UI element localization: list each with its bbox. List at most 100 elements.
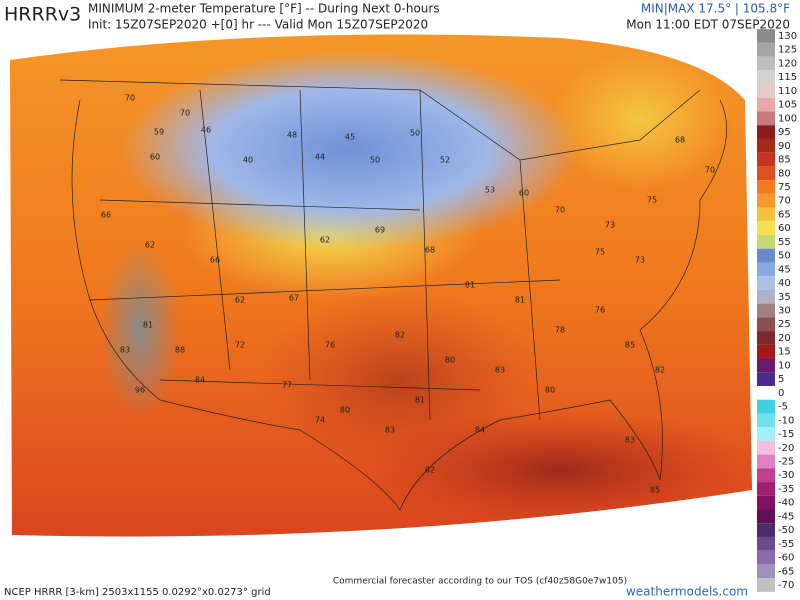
min-max: MIN|MAX 17.5° | 105.8°F	[641, 2, 790, 16]
station-value: 74	[315, 416, 325, 425]
site[interactable]: weathermodels.com	[626, 585, 748, 599]
station-value: 68	[675, 136, 685, 145]
station-value: 80	[545, 386, 555, 395]
colorbar-label: -40	[778, 498, 794, 509]
colorbar-swatch	[757, 454, 775, 469]
colorbar-label: 55	[778, 237, 791, 248]
colorbar-swatch	[757, 578, 775, 592]
colorbar-swatch	[757, 221, 775, 236]
station-value: 62	[145, 241, 155, 250]
colorbar-label: 25	[778, 319, 791, 330]
station-value: 70	[180, 109, 190, 118]
station-value: 82	[655, 366, 665, 375]
colorbar-label: -65	[778, 566, 794, 577]
colorbar-swatch	[757, 29, 775, 43]
colorbar-swatch	[757, 536, 775, 551]
colorbar-swatch	[757, 276, 775, 290]
colorbar-swatch	[757, 166, 775, 181]
colorbar-label: 90	[778, 141, 791, 152]
station-value: 50	[370, 156, 380, 165]
colorbar-swatch	[757, 56, 775, 71]
station-value: 77	[282, 381, 292, 390]
colorbar-label: -10	[778, 415, 794, 426]
colorbar-label: -30	[778, 470, 794, 481]
station-value: 78	[555, 326, 565, 335]
station-value: 75	[647, 196, 657, 205]
station-value: 50	[410, 129, 420, 138]
station-value: 67	[289, 294, 299, 303]
colorbar-label: 80	[778, 168, 791, 179]
station-value: 80	[340, 406, 350, 415]
colorbar-label: -15	[778, 429, 794, 440]
colorbar-label: 5	[778, 374, 784, 385]
station-value: 76	[595, 306, 605, 315]
colorbar-label: 50	[778, 251, 791, 262]
colorbar-swatch	[757, 564, 775, 579]
colorbar-swatch	[757, 468, 775, 483]
colorbar-swatch	[757, 331, 775, 345]
station-value: 66	[101, 211, 111, 220]
station-value: 60	[519, 189, 529, 198]
colorbar-swatch	[757, 385, 775, 400]
colorbar-swatch	[757, 235, 775, 249]
colorbar-swatch	[757, 550, 775, 565]
station-value: 82	[425, 466, 435, 475]
station-value: 73	[605, 221, 615, 230]
station-value: 84	[475, 426, 485, 435]
colorbar-label: 10	[778, 360, 791, 371]
colorbar-swatch	[757, 372, 775, 386]
colorbar-swatch	[757, 70, 775, 85]
station-value: 70	[125, 94, 135, 103]
station-value: 81	[415, 396, 425, 405]
colorbar-label: 60	[778, 223, 791, 234]
colorbar-label: 30	[778, 306, 791, 317]
station-value: 44	[315, 153, 325, 162]
colorbar-label: -25	[778, 456, 794, 467]
colorbar-swatch	[757, 358, 775, 373]
colorbar-swatch	[757, 125, 775, 139]
station-value: 96	[135, 386, 145, 395]
temperature-field	[10, 34, 752, 537]
colorbar-label: 75	[778, 182, 791, 193]
colorbar-swatch	[757, 344, 775, 359]
station-value: 69	[375, 226, 385, 235]
station-value: 48	[287, 131, 297, 140]
station-value: 75	[595, 248, 605, 257]
station-value: 72	[235, 341, 245, 350]
colorbar-label: 0	[778, 388, 784, 399]
colorbar-label: 45	[778, 264, 791, 275]
colorbar-swatch	[757, 509, 775, 524]
colorbar-label: 15	[778, 347, 791, 358]
colorbar-label: 110	[778, 86, 797, 97]
borders	[59, 79, 727, 511]
colorbar-label: 100	[778, 113, 797, 124]
colorbar-swatch	[757, 427, 775, 441]
colorbar-swatch	[757, 152, 775, 167]
terms: Commercial forecaster according to our T…	[333, 577, 627, 587]
station-value: 81	[143, 321, 153, 330]
station-value: 83	[120, 346, 130, 355]
colorbar-swatch	[757, 482, 775, 496]
colorbar-label: -5	[778, 402, 788, 413]
init-time: Init: 15Z07SEP2020 +[0] hr --- Valid Mon…	[88, 18, 428, 32]
colorbar-swatch	[757, 193, 775, 208]
station-value: 70	[705, 166, 715, 175]
station-value: 52	[440, 156, 450, 165]
station-value: 59	[154, 128, 164, 137]
grid-info: NCEP HRRR [3-km] 2503x1155 0.0292°x0.027…	[4, 587, 271, 598]
colorbar-label: -35	[778, 484, 794, 495]
station-values: 70 59 70 60 46 40 48 44 45 50 50 52 53 60 70 73 75 73 75 68…	[101, 94, 715, 495]
station-value: 84	[195, 376, 205, 385]
colorbar-swatch	[757, 180, 775, 194]
colorbar-swatch	[757, 523, 775, 537]
colorbar-label: -50	[778, 525, 794, 536]
colorbar-label: -70	[778, 580, 794, 591]
station-value: 70	[555, 206, 565, 215]
colorbar-swatch	[757, 289, 775, 304]
station-value: 82	[395, 331, 405, 340]
station-value: 76	[325, 341, 335, 350]
colorbar-swatch	[757, 42, 775, 57]
station-value: 83	[385, 426, 395, 435]
colorbar-swatch	[757, 399, 775, 414]
